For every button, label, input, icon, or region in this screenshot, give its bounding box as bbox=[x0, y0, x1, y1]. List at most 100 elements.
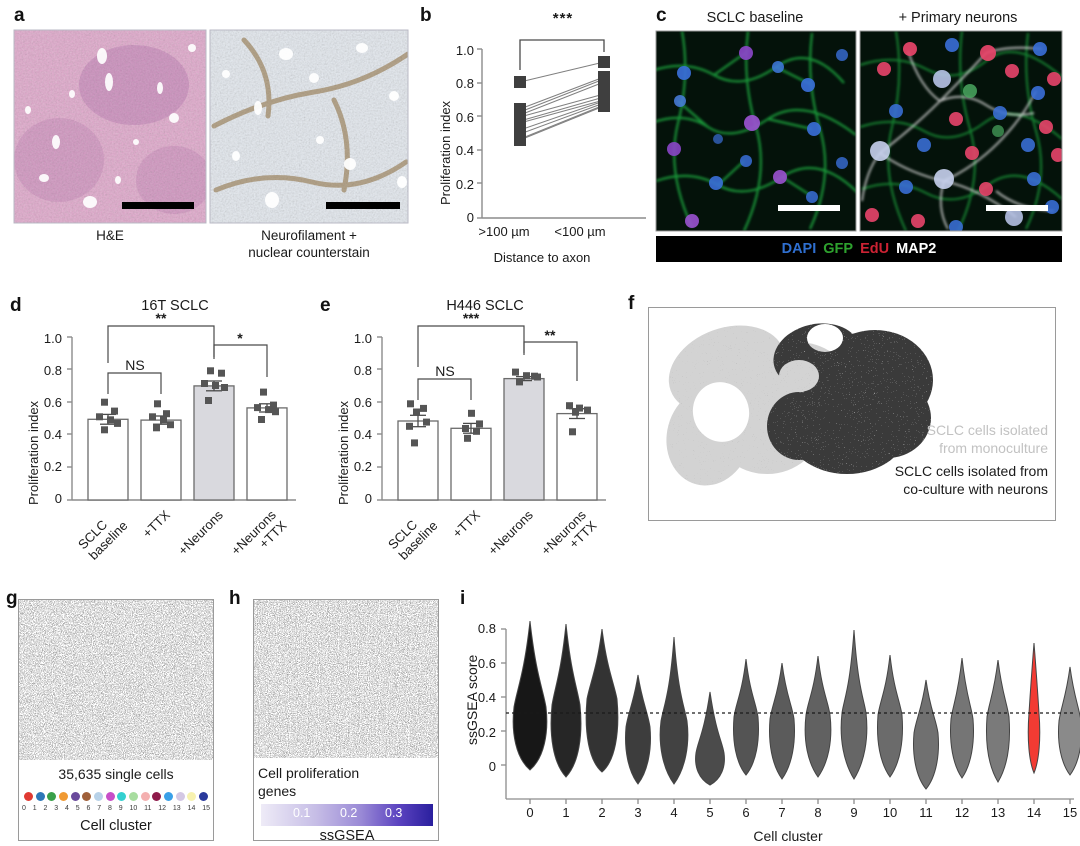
panel-i-xlabel: Cell cluster bbox=[753, 828, 823, 844]
panel-d-ylabel: Proliferation index bbox=[26, 400, 41, 505]
cluster-num-1: 1 bbox=[32, 805, 37, 812]
cluster-num-15: 15 bbox=[202, 805, 210, 812]
violin-4 bbox=[659, 636, 689, 785]
violin-8 bbox=[804, 655, 832, 778]
i-xtick-6: 6 bbox=[742, 805, 750, 820]
panel-c-label: c bbox=[656, 5, 667, 26]
panel-e-ytick-1: 1.0 bbox=[353, 331, 372, 346]
panel-f-umap bbox=[649, 308, 1055, 520]
panel-h-colorbar-gradient bbox=[261, 804, 433, 826]
panel-b-ytick-1: 1.0 bbox=[455, 43, 474, 58]
panel-e-label: e bbox=[320, 295, 331, 316]
i-xtick-1: 1 bbox=[562, 805, 570, 820]
i-xtick-15: 15 bbox=[1062, 805, 1078, 820]
panel-b-ytick-3: 0.6 bbox=[455, 110, 474, 125]
i-xtick-0: 0 bbox=[526, 805, 534, 820]
panel-e-title: H446 SCLC bbox=[446, 298, 524, 314]
panel-f-legend-dark-line1: SCLC cells isolated from bbox=[894, 463, 1048, 479]
violin-13 bbox=[986, 659, 1010, 783]
panel-h: h bbox=[225, 585, 440, 846]
panel-a-right-caption-line2: nuclear counterstain bbox=[248, 245, 370, 260]
panel-d-sig-3: * bbox=[237, 330, 243, 346]
panel-e-ytick-5: 0.2 bbox=[353, 459, 372, 474]
panel-g: g bbox=[0, 585, 230, 846]
panel-e-sig-1: *** bbox=[463, 310, 480, 326]
panel-c: c SCLC baseline + Primary neurons bbox=[650, 0, 1080, 290]
cluster-swatch-2 bbox=[47, 792, 57, 801]
panel-i-ytick-3: 0.4 bbox=[477, 690, 496, 705]
panel-e-sig-3: ** bbox=[545, 327, 556, 343]
violin-9 bbox=[840, 629, 868, 780]
cluster-swatch-0 bbox=[24, 792, 33, 801]
panel-i-ytick-4: 0.2 bbox=[477, 725, 496, 740]
violin-15 bbox=[1058, 666, 1080, 776]
panel-e-ytick-2: 0.8 bbox=[353, 363, 372, 378]
cluster-num-2: 2 bbox=[43, 805, 48, 812]
panel-e-xtick-3: +Neurons +TTX bbox=[310, 507, 599, 558]
legend-map2: MAP2 bbox=[896, 241, 937, 257]
panel-e-plot: *** NS ** bbox=[377, 310, 606, 501]
panel-a-label: a bbox=[14, 5, 25, 26]
i-xtick-4: 4 bbox=[670, 805, 678, 820]
violin-0 bbox=[512, 620, 548, 771]
panel-a: a bbox=[0, 0, 410, 290]
panel-b-ytick-2: 0.8 bbox=[455, 76, 474, 91]
cluster-num-6: 6 bbox=[86, 805, 91, 812]
panel-d-sig-1: ** bbox=[156, 310, 167, 326]
panel-h-caption-line1: Cell proliferation bbox=[258, 765, 360, 781]
panel-g-umap bbox=[30, 606, 212, 750]
cbar-tick-1: 0.1 bbox=[293, 806, 311, 820]
cluster-num-9: 9 bbox=[118, 805, 123, 812]
i-xtick-11: 11 bbox=[919, 805, 933, 820]
panel-c-fluorescence-images bbox=[655, 30, 1063, 262]
cluster-num-10: 10 bbox=[129, 805, 138, 812]
violin-2 bbox=[585, 628, 619, 773]
panel-i-ytick-1: 0.8 bbox=[477, 621, 496, 636]
panel-f-label: f bbox=[628, 293, 635, 314]
panel-g-count-caption: 35,635 single cells bbox=[58, 766, 174, 782]
i-xtick-2: 2 bbox=[598, 805, 606, 820]
legend-gfp: GFP bbox=[823, 241, 854, 257]
cluster-num-8: 8 bbox=[108, 805, 112, 812]
violin-1 bbox=[550, 623, 582, 778]
panel-g-cluster-legend bbox=[24, 792, 208, 801]
panel-e-ytick-3: 0.6 bbox=[353, 395, 372, 410]
panel-i-ytick-5: 0 bbox=[488, 759, 496, 774]
panel-e-ytick-4: 0.4 bbox=[353, 427, 372, 442]
cluster-swatch-1 bbox=[35, 792, 45, 801]
panel-a-histology-images bbox=[13, 29, 409, 224]
cluster-swatch-8 bbox=[117, 792, 127, 801]
panel-d-xtick-3: +Neurons +TTX bbox=[0, 507, 289, 558]
cluster-swatch-15 bbox=[198, 792, 208, 801]
i-xtick-8: 8 bbox=[814, 805, 822, 820]
cluster-swatch-4 bbox=[70, 792, 80, 801]
cbar-tick-2: 0.2 bbox=[340, 806, 358, 820]
cluster-num-4: 4 bbox=[65, 805, 69, 812]
cluster-swatch-11 bbox=[152, 792, 162, 801]
cluster-num-3: 3 bbox=[54, 805, 59, 812]
panel-b: b Proliferation index 1.0 0.8 0.6 0.4 0.… bbox=[410, 0, 650, 290]
i-xtick-12: 12 bbox=[954, 805, 970, 820]
cluster-num-11: 11 bbox=[144, 805, 152, 812]
i-xtick-3: 3 bbox=[634, 805, 642, 820]
cluster-swatch-14 bbox=[187, 792, 197, 801]
panel-b-xtick-2: <100 µm bbox=[554, 224, 606, 239]
panel-h-caption: Cell proliferation genes bbox=[258, 765, 438, 801]
panel-b-plot bbox=[477, 39, 646, 219]
panel-c-right-title: + Primary neurons bbox=[898, 10, 1018, 26]
panel-i-violin-plot bbox=[501, 620, 1080, 804]
panel-f-legend-dark-line2: co-culture with neurons bbox=[903, 481, 1048, 498]
panel-d-ytick-6: 0 bbox=[54, 491, 62, 506]
panel-i: i ssGSEA score 0.8 0.6 0.4 0.2 0 bbox=[440, 585, 1080, 846]
panel-i-ytick-2: 0.6 bbox=[477, 656, 496, 671]
panel-f-legend-light-line2: from monoculture bbox=[939, 440, 1048, 457]
cluster-swatch-3 bbox=[58, 792, 68, 801]
panel-c-legend: DAPI GFP EdU MAP2 bbox=[656, 236, 1062, 262]
i-xtick-5: 5 bbox=[706, 805, 714, 820]
panel-b-ytick-4: 0.4 bbox=[455, 143, 474, 158]
i-xtick-14: 14 bbox=[1026, 805, 1042, 820]
legend-dapi: DAPI bbox=[781, 241, 817, 257]
panel-h-caption-line2: genes bbox=[258, 782, 297, 799]
cluster-swatch-13 bbox=[175, 792, 185, 801]
panel-b-significance: *** bbox=[552, 10, 574, 27]
